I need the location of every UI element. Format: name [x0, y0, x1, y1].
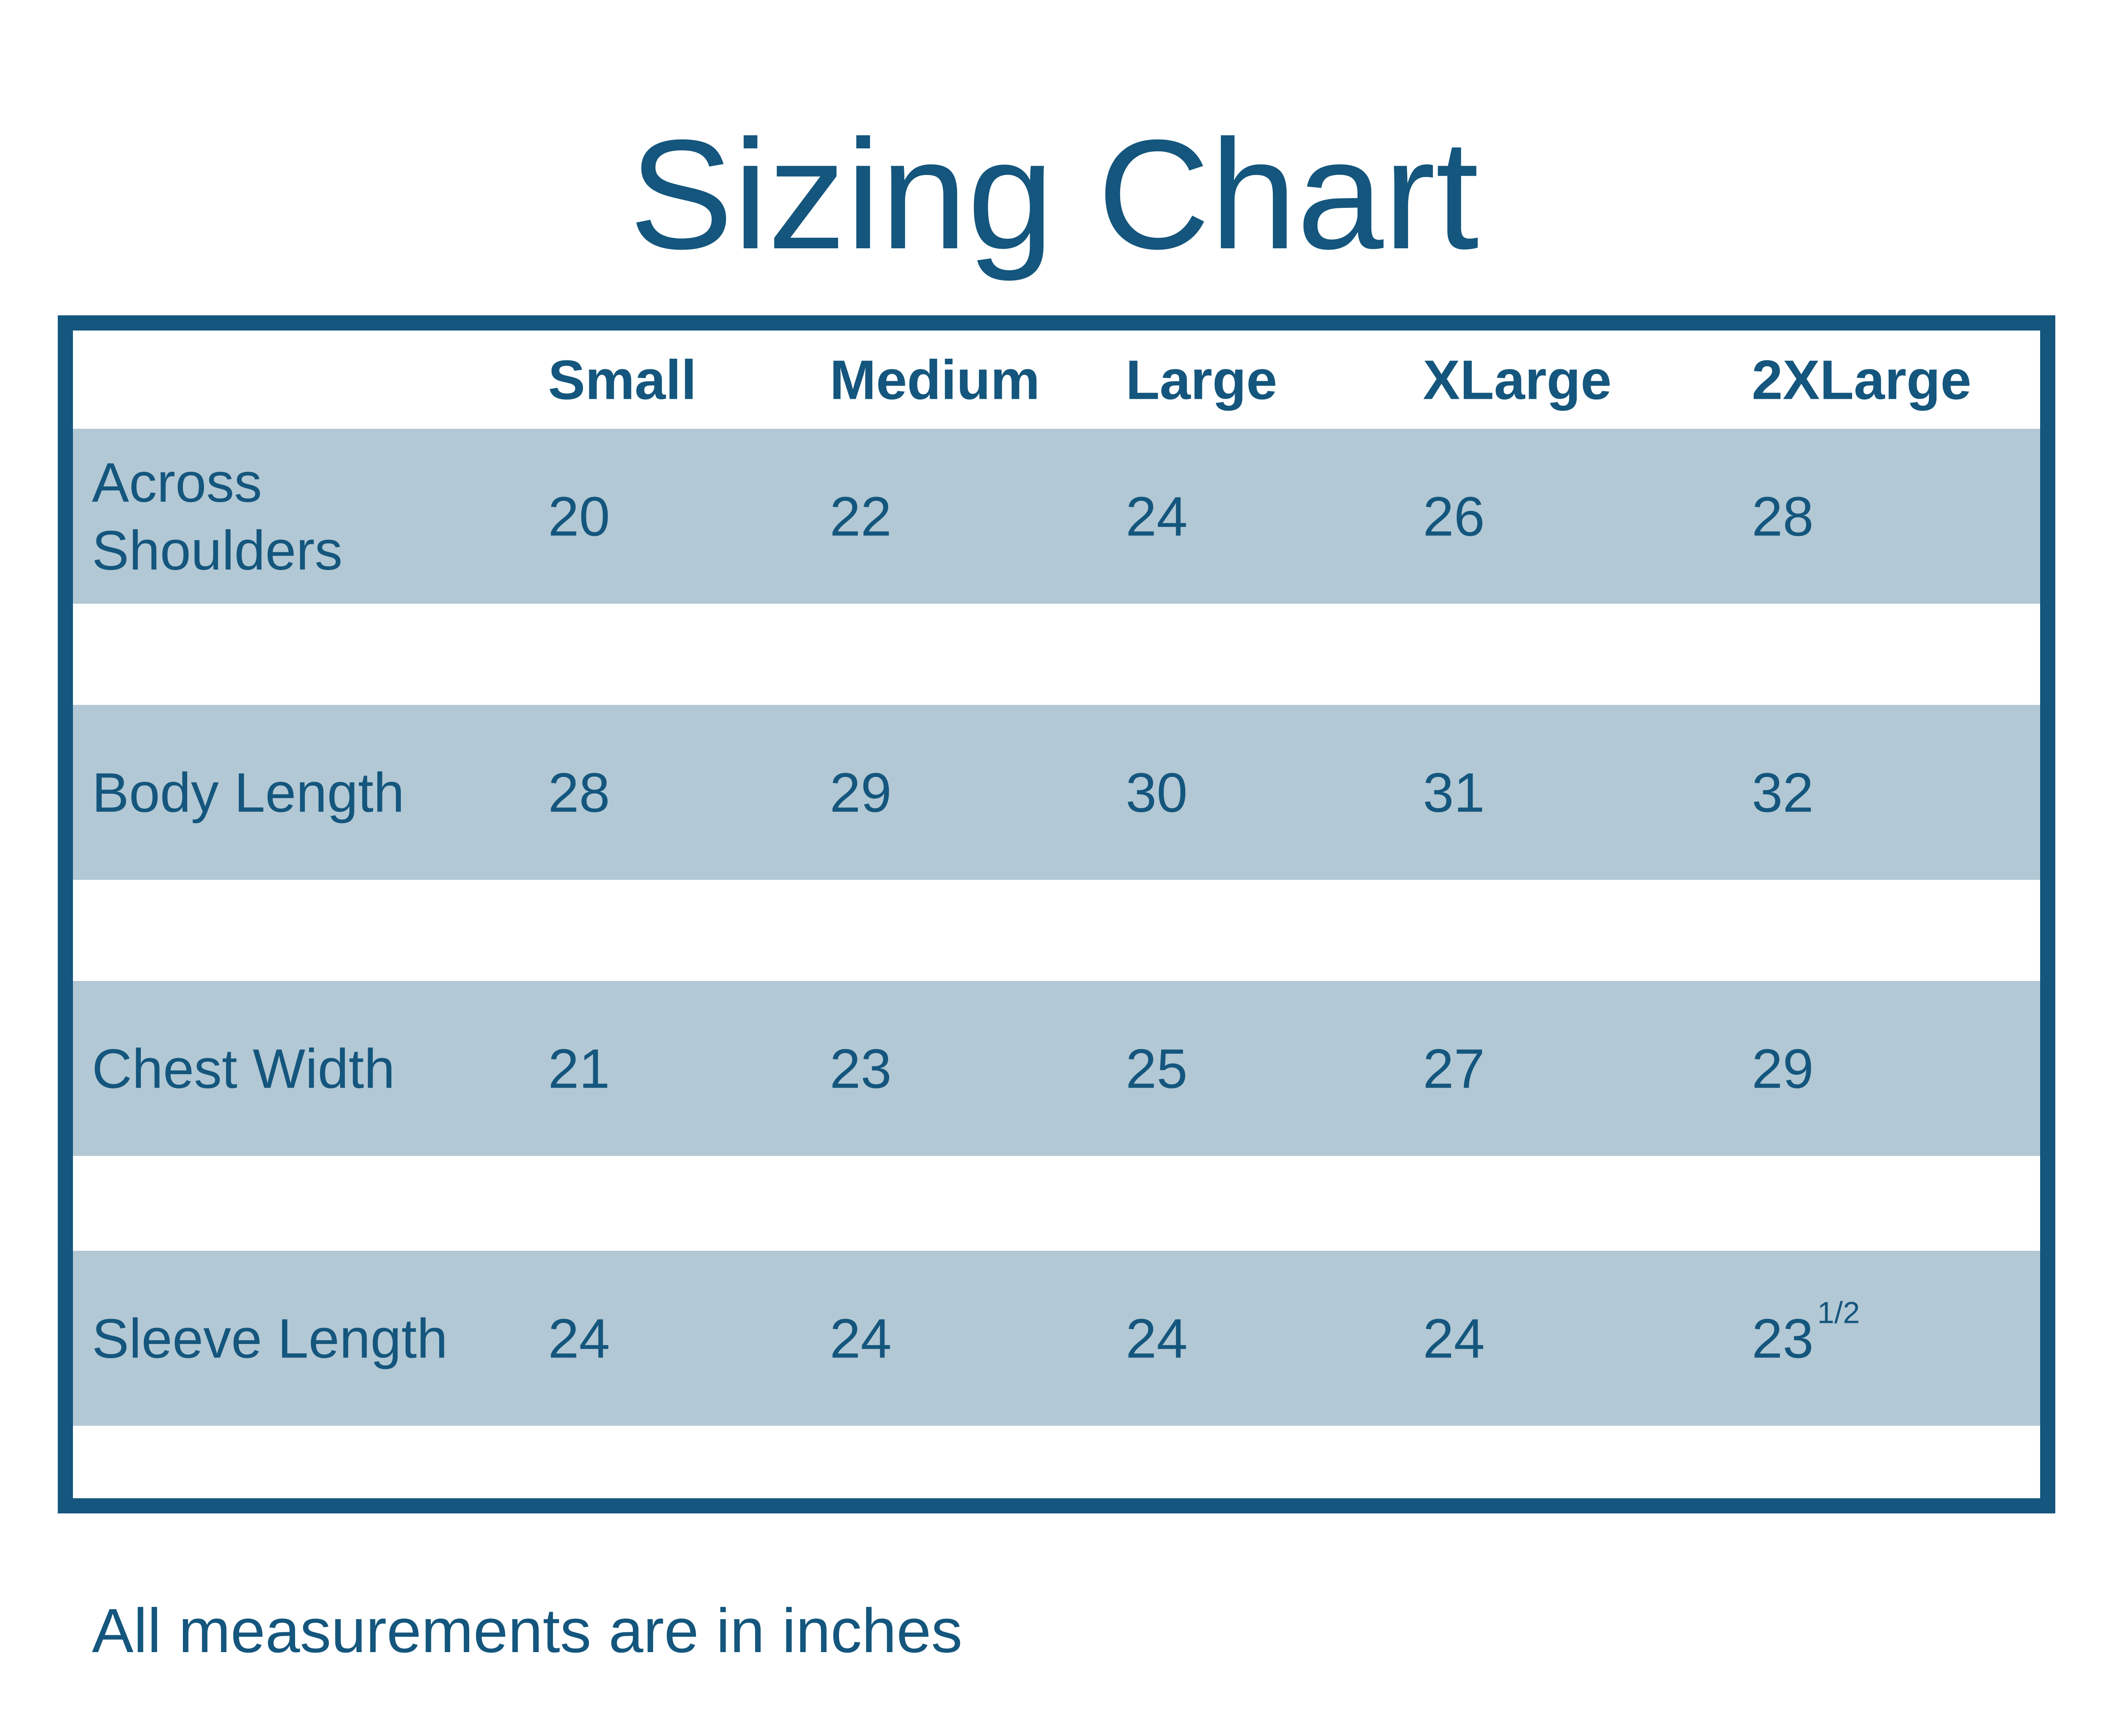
size-value: 22: [830, 485, 892, 547]
measurements-footnote: All measurements are in inches: [92, 1596, 963, 1666]
size-value-whole: 23: [1752, 1307, 1814, 1369]
size-table: Small Medium Large XLarge 2XLarge Across…: [58, 315, 2055, 1513]
column-header-small: Small: [548, 348, 697, 411]
size-value: 29: [830, 761, 892, 823]
row-body-length: Body Length 28 29 30 31 32: [73, 705, 2040, 880]
row-label: Body Length: [92, 761, 405, 823]
size-value: 24: [1423, 1307, 1485, 1369]
size-value-fraction: 1/2: [1817, 1295, 1860, 1330]
row-label: Chest Width: [92, 1037, 395, 1099]
size-value: 24: [1126, 485, 1188, 547]
size-value: 29: [1752, 1037, 1814, 1099]
size-value: 24: [1126, 1307, 1188, 1369]
size-value: 23: [830, 1037, 892, 1099]
row-across-shoulders: Across Shoulders 20 22 24 26 28: [73, 429, 2040, 604]
row-label: Across Shoulders: [92, 451, 343, 581]
row-chest-width: Chest Width 21 23 25 27 29: [73, 981, 2040, 1156]
size-value: 28: [548, 761, 610, 823]
column-header-xlarge: XLarge: [1423, 348, 1612, 411]
column-header-medium: Medium: [830, 348, 1040, 411]
size-value: 24: [830, 1307, 892, 1369]
row-label: Sleeve Length: [92, 1307, 448, 1369]
header-row: Small Medium Large XLarge 2XLarge: [73, 331, 2040, 429]
size-value: 21: [548, 1037, 610, 1099]
size-value: 23 1/2: [1752, 1298, 1860, 1372]
size-value: 31: [1423, 761, 1485, 823]
size-value: 28: [1752, 485, 1814, 547]
size-value: 20: [548, 485, 610, 547]
page-title: Sizing Chart: [629, 107, 1479, 282]
size-value: 24: [548, 1307, 610, 1369]
size-value: 27: [1423, 1037, 1485, 1099]
size-value: 25: [1126, 1037, 1188, 1099]
column-header-large: Large: [1126, 348, 1277, 411]
row-sleeve-length: Sleeve Length 24 24 24 24 23 1/2: [73, 1251, 2040, 1426]
size-value: 26: [1423, 485, 1485, 547]
size-value: 30: [1126, 761, 1188, 823]
size-value: 32: [1752, 761, 1814, 823]
column-header-2xlarge: 2XLarge: [1752, 348, 1971, 411]
